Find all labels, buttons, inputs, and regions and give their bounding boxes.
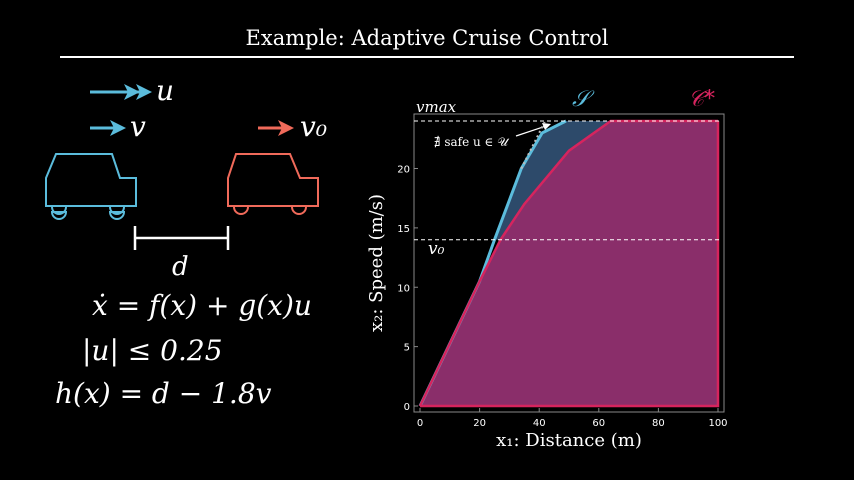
y-tick-label: 5 — [404, 343, 410, 354]
ego-car-icon — [45, 153, 137, 220]
vmax-label: vmax — [416, 98, 457, 116]
v0-arrow-icon — [258, 120, 294, 136]
x-tick-label: 20 — [473, 418, 486, 429]
x-tick-label: 80 — [652, 418, 665, 429]
y-tick-label: 0 — [404, 402, 410, 413]
x-tick-label: 100 — [708, 418, 727, 429]
input-bound-equation: |u| ≤ 0.25 — [82, 334, 223, 367]
plot-frame — [413, 113, 725, 413]
v0-label: v₀ — [300, 110, 328, 143]
x-axis-label: x₁: Distance (m) — [496, 430, 642, 451]
x-tick-label: 0 — [417, 418, 423, 429]
title-underline — [60, 56, 794, 58]
c-star-label: 𝒞* — [688, 87, 715, 112]
u-arrow-icon — [90, 84, 152, 100]
y-axis-label: x₂: Speed (m/s) — [366, 194, 387, 332]
x-tick-label: 40 — [533, 418, 546, 429]
v-arrow-icon — [90, 120, 126, 136]
v-label: v — [130, 110, 146, 143]
x-tick-label: 60 — [592, 418, 605, 429]
dynamics-equation: ẋ = f(x) + g(x)u — [92, 289, 312, 322]
barrier-equation: h(x) = d − 1.8v — [55, 377, 272, 410]
annotation-text: ∄ safe u ∈ 𝒰 — [434, 135, 510, 149]
lead-car-icon — [227, 153, 319, 215]
y-tick-label: 15 — [397, 224, 410, 235]
c-star-region — [420, 121, 718, 406]
safe-set-label: 𝒮 — [572, 87, 595, 112]
y-tick-label: 10 — [397, 283, 410, 294]
distance-bar — [133, 226, 230, 250]
unsafe-edge-dotted — [520, 120, 547, 169]
page-title: Example: Adaptive Cruise Control — [245, 26, 609, 50]
v0-line-label: v₀ — [428, 239, 445, 259]
y-tick-label: 20 — [397, 165, 410, 176]
distance-label: d — [172, 252, 189, 282]
u-label: u — [156, 74, 175, 107]
